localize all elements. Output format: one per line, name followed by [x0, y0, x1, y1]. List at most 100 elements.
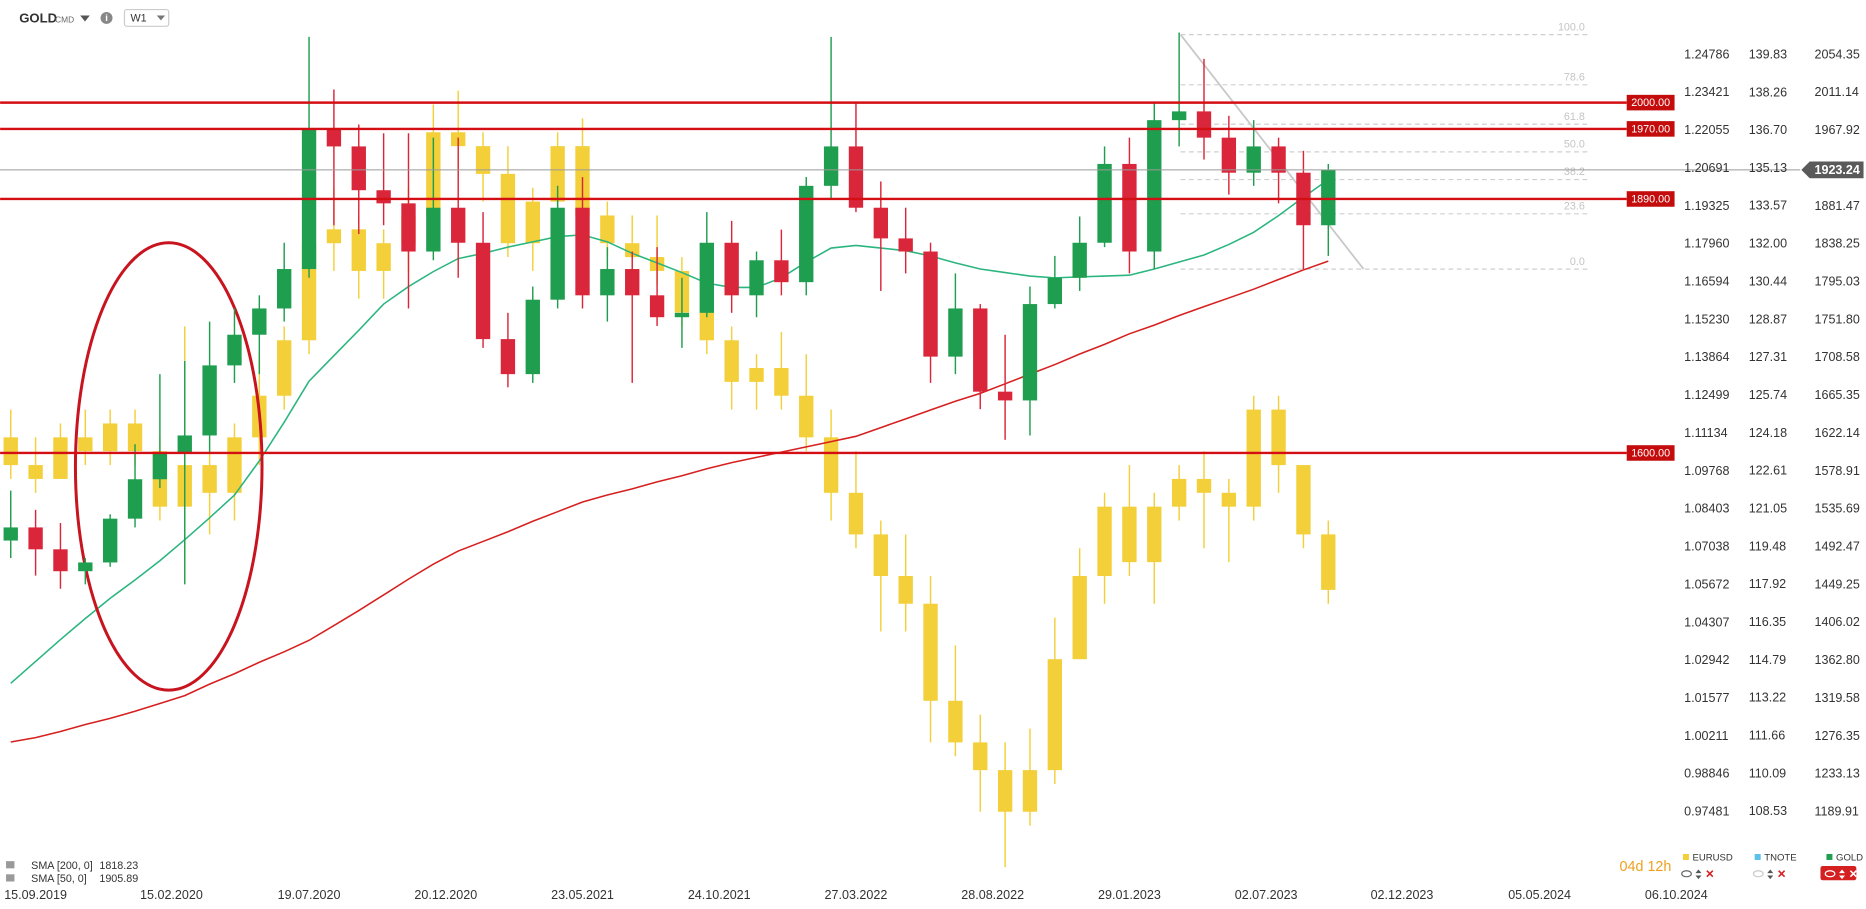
y-tick-label: 1.16594	[1684, 275, 1729, 289]
y-tick-label: 1319.58	[1814, 691, 1859, 705]
indicator-icon	[6, 874, 15, 882]
candle-body	[997, 770, 1013, 812]
y-tick-label: 110.09	[1749, 766, 1786, 780]
y-tick-label: 1.24786	[1684, 47, 1729, 61]
candle-body	[28, 527, 43, 550]
candle-body	[326, 229, 342, 244]
y-tick-label: 127.31	[1749, 350, 1787, 364]
interval-select[interactable]	[123, 8, 170, 27]
fib-label: 38.2	[1564, 166, 1585, 178]
candle-body	[202, 365, 217, 436]
candle-body	[973, 742, 988, 771]
sma-line	[10, 179, 1329, 684]
x-tick-label: 02.07.2023	[1235, 888, 1298, 902]
candle-body	[1196, 478, 1212, 493]
candle-body	[102, 518, 118, 563]
y-tick-label: 0.97481	[1684, 805, 1729, 819]
candle-body	[774, 368, 789, 396]
candle-body	[376, 243, 391, 271]
y-tick-label: 1795.03	[1814, 274, 1859, 288]
price-level-box	[1626, 94, 1675, 111]
candle-body	[625, 269, 640, 296]
instrument[interactable]: GOLD	[19, 11, 57, 26]
candle-body	[78, 437, 93, 452]
price-level-label: 1970.00	[1631, 123, 1670, 135]
x-tick-label: 29.01.2023	[1098, 888, 1161, 902]
indicator-name: SMA [50, 0]	[31, 873, 87, 885]
remove-toggle[interactable]	[1706, 870, 1714, 878]
candle-body	[1122, 506, 1137, 563]
y-tick-label: 1276.35	[1814, 729, 1859, 743]
info-icon[interactable]	[100, 11, 113, 24]
candle-body	[475, 242, 491, 340]
y-tick-label: 1.09768	[1684, 464, 1729, 478]
indicator-icon	[6, 861, 15, 869]
candle-body	[1147, 120, 1162, 252]
indicator-value: 1818.23	[99, 860, 138, 872]
y-tick-label: 1189.91	[1814, 804, 1858, 818]
candle-body	[1221, 137, 1237, 173]
candle-body	[1022, 304, 1038, 401]
y-tick-label: 1.19325	[1684, 199, 1729, 213]
y-tick-label: 1.13864	[1684, 350, 1729, 364]
candle-body	[823, 437, 839, 493]
y-tick-label: 128.87	[1749, 312, 1787, 326]
y-tick-label: 136.70	[1749, 123, 1787, 137]
x-tick-label: 24.10.2021	[688, 888, 751, 902]
interval: W1	[130, 12, 146, 24]
remove-toggle[interactable]	[1849, 870, 1857, 878]
instrument-dropdown[interactable]	[80, 15, 90, 22]
sma-line	[10, 260, 1329, 743]
y-tick-label: 139.83	[1749, 47, 1787, 61]
y-tick-label: 1708.58	[1814, 350, 1859, 364]
candle-body	[948, 308, 963, 357]
fib-label: 78.6	[1564, 72, 1585, 84]
last-price-label: 1923.24	[1814, 163, 1859, 177]
visibility-toggle[interactable]	[1824, 870, 1836, 878]
reorder-toggle[interactable]	[1695, 869, 1702, 880]
y-tick-label: 1362.80	[1814, 653, 1859, 667]
y-tick-label: 111.66	[1749, 728, 1786, 742]
y-tick-label: 1.22055	[1684, 123, 1729, 137]
candle-body	[997, 391, 1013, 401]
candle-body	[923, 603, 938, 701]
y-tick-label: 1751.80	[1814, 312, 1859, 326]
y-tick-label: 1.01577	[1684, 691, 1729, 705]
candle-body	[1246, 409, 1261, 507]
price-level-box	[1626, 191, 1675, 207]
candle-body	[550, 146, 565, 202]
candle-body	[1321, 169, 1336, 226]
reorder-toggle[interactable]	[1839, 869, 1845, 880]
candle-body	[600, 269, 615, 296]
highlight-ellipse[interactable]	[73, 241, 264, 692]
candle-body	[3, 437, 18, 466]
price-level-box	[1626, 445, 1675, 461]
visibility-toggle[interactable]	[1681, 870, 1692, 878]
candle-body	[1246, 146, 1261, 173]
remove-toggle[interactable]	[1778, 870, 1786, 878]
candle-body	[28, 465, 43, 479]
y-tick-label: 117.92	[1749, 577, 1786, 591]
candle-body	[127, 479, 143, 519]
y-tick-label: 1578.91	[1814, 464, 1859, 478]
y-tick-label: 132.00	[1749, 237, 1787, 251]
candle-body	[898, 575, 913, 604]
fib-label: 23.6	[1564, 200, 1585, 212]
y-tick-label: 1665.35	[1814, 388, 1859, 402]
candle-body	[102, 423, 118, 452]
candle-body	[1296, 465, 1311, 535]
axes: 15.09.2019 15.02.2020 19.07.2020 20.12.2020…	[4, 47, 1860, 902]
candle-body	[227, 437, 242, 493]
candle-body	[898, 238, 913, 252]
y-tick-label: 1.00211	[1684, 729, 1728, 743]
y-tick-label: 1.17960	[1684, 237, 1729, 251]
reorder-toggle[interactable]	[1767, 869, 1774, 880]
visibility-toggle[interactable]	[1752, 870, 1764, 878]
candle-body	[500, 173, 516, 244]
candle-body	[699, 312, 714, 341]
candle-body	[873, 207, 888, 239]
candle-body	[53, 437, 68, 479]
candle-body	[948, 700, 963, 743]
